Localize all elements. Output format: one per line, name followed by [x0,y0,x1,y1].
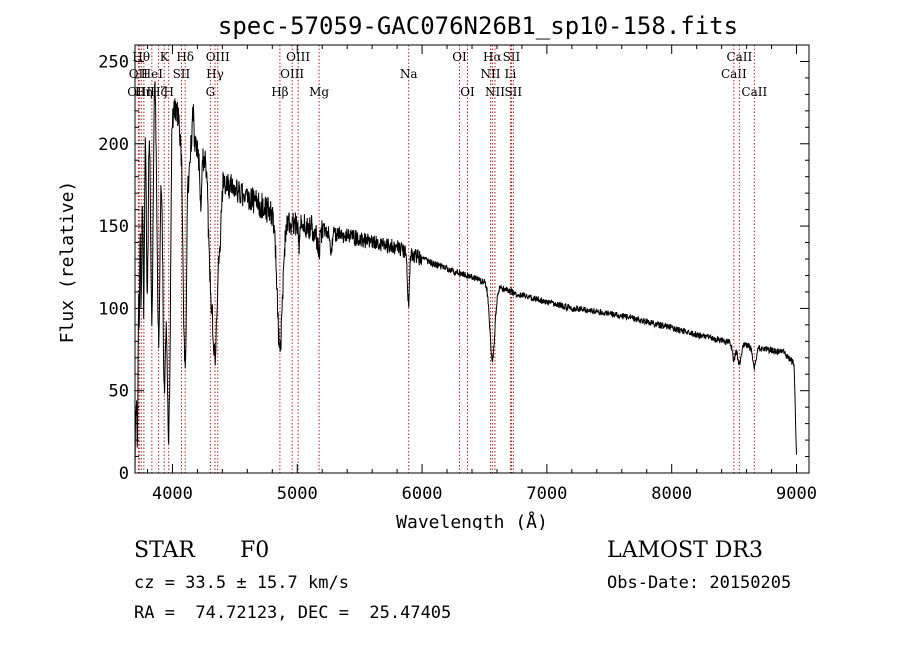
y-tick-label: 100 [98,299,129,319]
x-tick-label: 7000 [526,484,567,504]
y-tick-label: 50 [109,382,129,402]
obs-date-text: Obs-Date: 20150205 [607,573,792,593]
survey-label: LAMOST DR3 [607,538,763,563]
coordinates-text: RA = 74.72123, DEC = 25.47405 [134,603,452,623]
y-tick-label: 0 [119,464,129,484]
line-marker-label: SII [504,85,522,99]
y-tick-label: 200 [98,135,129,155]
line-marker-label: Hα [483,50,502,64]
line-marker-label: Hδ [176,50,194,64]
axis-layer: 4000 5000 6000 7000 8000 9000 0 50 100 150 200 250 [98,45,817,504]
line-marker-label: OI [452,50,467,64]
y-tick-label: 250 [98,52,129,72]
x-tick-label: 6000 [402,484,443,504]
redshift-text: cz = 33.5 ± 15.7 km/s [134,573,349,593]
line-marker-label: CaII [741,85,767,99]
line-marker-label: Mg [309,85,329,99]
class-label: STAR [134,538,195,563]
x-axis-label: Wavelength (Å) [396,511,548,530]
spectrum-line [134,81,797,474]
line-marker-label: CaII [721,67,747,81]
line-marker-label: NII [485,85,505,99]
y-axis-label: Flux (relative) [57,181,78,344]
line-marker-label: G [206,85,216,99]
plot-frame [134,44,810,474]
line-marker-label: NII [480,67,500,81]
line-marker-label: CaII [726,50,752,64]
x-tick-label: 8000 [651,484,692,504]
line-marker-label: Hγ [206,67,224,81]
line-marker-label: H [163,85,173,99]
line-marker-label: Hβ [271,85,288,99]
line-marker-label: OIII [127,85,151,99]
line-marker-label: Li [505,67,517,81]
x-tick-label: 9000 [776,484,817,504]
line-marker-label: Hη [135,85,153,99]
line-marker-label: SII [173,67,191,81]
line-marker-label: HeI [141,67,164,81]
subclass-label: F0 [240,538,270,563]
line-marker-layer: OIIOIIIHθHηHeIHζKHSIIHδGHγOIIIHβOIIIOIII… [127,45,767,473]
chart-title: spec-57059-GAC076N26B1_sp10-158.fits [218,12,738,40]
line-marker-label: SII [503,50,521,64]
line-marker-label: OIII [286,50,310,64]
line-marker-label: K [160,50,170,64]
spectrum-chart: spec-57059-GAC076N26B1_sp10-158.fits OII… [57,12,817,530]
x-tick-label: 5000 [277,484,318,504]
spectrum-layer [134,81,797,474]
line-marker-label: OIII [206,50,230,64]
line-marker-label: Hθ [132,50,150,64]
line-marker-label: OIII [280,67,304,81]
x-tick-label: 4000 [152,484,193,504]
line-marker-label: Na [400,67,418,81]
y-tick-label: 150 [98,217,129,237]
line-marker-label: OI [460,85,475,99]
